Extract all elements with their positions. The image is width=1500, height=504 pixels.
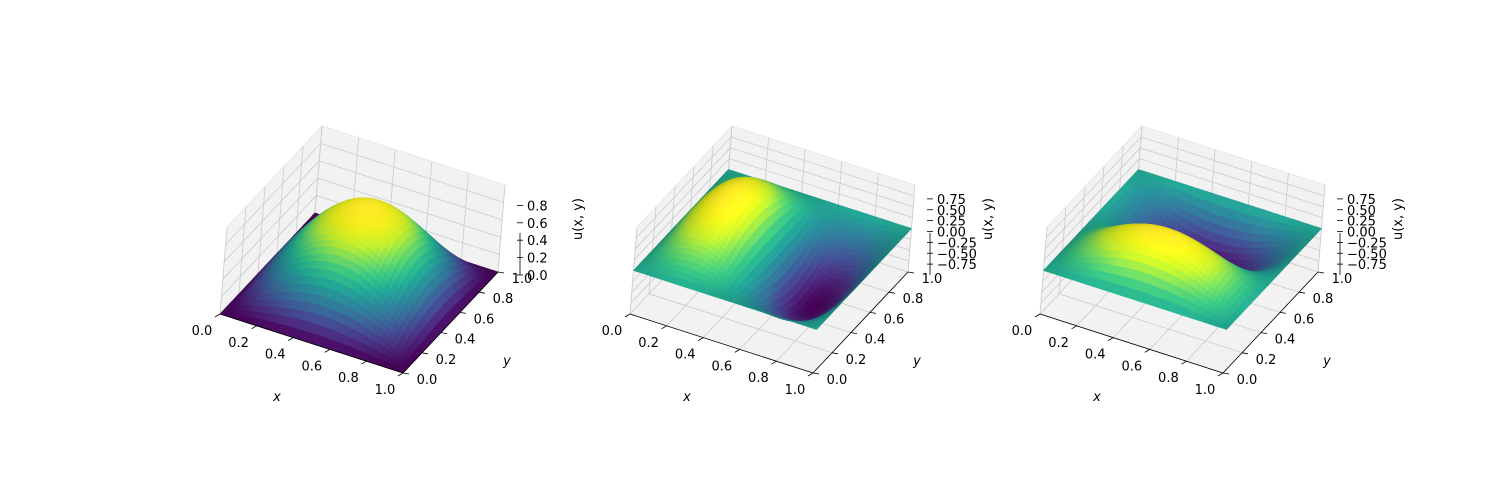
x-tick: [662, 326, 667, 329]
y-tick: [498, 272, 504, 273]
x-tick-label: 1.0: [1195, 383, 1216, 398]
y-tick: [889, 292, 895, 293]
x-tick: [735, 349, 740, 352]
y-tick-label: 1.0: [922, 272, 943, 287]
y-tick: [1261, 333, 1267, 334]
y-tick: [1318, 272, 1324, 273]
x-tick-label: 1.0: [785, 383, 806, 398]
y-tick-label: 0.2: [1256, 353, 1277, 368]
surface-panel-2: 0.00.20.40.60.81.0x0.00.20.40.60.81.0y−0…: [602, 126, 996, 405]
y-axis-label: y: [912, 354, 921, 369]
x-tick: [288, 338, 293, 341]
x-tick: [361, 361, 366, 364]
y-tick-label: 0.8: [903, 292, 924, 307]
x-axis-label: x: [682, 390, 691, 405]
y-tick-label: 0.4: [455, 333, 476, 348]
x-axis-label: x: [272, 390, 281, 405]
y-tick-label: 0.0: [1237, 373, 1258, 388]
z-axis-label: u(x, y): [1391, 198, 1406, 240]
y-tick-label: 0.8: [1313, 292, 1334, 307]
z-tick-label: 0.6: [527, 217, 548, 232]
z-axis-label: u(x, y): [981, 198, 996, 240]
x-tick: [808, 373, 813, 376]
y-axis-label: y: [502, 354, 511, 369]
x-tick-label: 0.6: [1121, 359, 1142, 374]
x-tick-label: 0.0: [602, 324, 623, 339]
y-tick-label: 0.4: [865, 333, 886, 348]
x-tick-label: 0.0: [1012, 324, 1033, 339]
y-tick: [1280, 312, 1286, 313]
x-tick: [771, 361, 776, 364]
y-tick-label: 0.8: [493, 292, 514, 307]
y-tick-label: 0.4: [1275, 333, 1296, 348]
z-tick-label: 0.2: [527, 252, 548, 267]
y-tick-label: 0.2: [846, 353, 867, 368]
y-tick: [832, 353, 838, 354]
x-tick-label: 0.6: [301, 359, 322, 374]
x-tick: [1218, 373, 1223, 376]
y-tick: [441, 333, 447, 334]
y-tick: [908, 272, 914, 273]
y-tick: [870, 312, 876, 313]
x-tick-label: 0.4: [265, 348, 286, 363]
y-tick-label: 0.6: [1294, 312, 1315, 327]
surface-panel-3: 0.00.20.40.60.81.0x0.00.20.40.60.81.0y−0…: [1012, 126, 1406, 405]
x-tick-label: 0.2: [1048, 336, 1069, 351]
y-tick-label: 0.6: [884, 312, 905, 327]
x-tick-label: 0.2: [228, 336, 249, 351]
x-tick: [698, 338, 703, 341]
z-axis-label: u(x, y): [571, 198, 586, 240]
x-tick: [1108, 338, 1113, 341]
x-tick: [1145, 349, 1150, 352]
x-tick: [325, 349, 330, 352]
x-tick: [1072, 326, 1077, 329]
z-tick-label: 0.4: [527, 234, 548, 249]
x-tick-label: 0.8: [338, 371, 359, 386]
x-tick: [215, 314, 220, 317]
x-tick-label: 1.0: [375, 383, 396, 398]
y-tick: [813, 373, 819, 374]
y-tick-label: 0.6: [474, 312, 495, 327]
x-tick-label: 0.8: [748, 371, 769, 386]
x-tick-label: 0.2: [638, 336, 659, 351]
y-tick-label: 0.0: [827, 373, 848, 388]
y-tick: [1299, 292, 1305, 293]
y-tick: [460, 312, 466, 313]
y-tick: [1223, 373, 1229, 374]
y-tick: [403, 373, 409, 374]
y-tick: [422, 353, 428, 354]
z-tick-label: 0.0: [527, 269, 548, 284]
y-tick: [1242, 353, 1248, 354]
y-tick: [851, 333, 857, 334]
y-tick: [479, 292, 485, 293]
x-tick: [1181, 361, 1186, 364]
x-tick-label: 0.4: [675, 348, 696, 363]
x-tick: [398, 373, 403, 376]
y-axis-label: y: [1322, 354, 1331, 369]
surface-panel-1: 0.00.20.40.60.81.0x0.00.20.40.60.81.0y0.…: [192, 126, 586, 405]
x-axis-label: x: [1092, 390, 1101, 405]
x-tick-label: 0.8: [1158, 371, 1179, 386]
x-tick-label: 0.6: [711, 359, 732, 374]
z-tick-label: 0.75: [1347, 193, 1376, 208]
y-tick-label: 0.2: [436, 353, 457, 368]
x-tick: [625, 314, 630, 317]
z-tick-label: 0.8: [527, 199, 548, 214]
x-tick-label: 0.0: [192, 324, 213, 339]
y-tick-label: 1.0: [1332, 272, 1353, 287]
x-tick: [1035, 314, 1040, 317]
y-tick-label: 0.0: [417, 373, 438, 388]
z-tick-label: 0.75: [937, 193, 966, 208]
x-tick-label: 0.4: [1085, 348, 1106, 363]
x-tick: [252, 326, 257, 329]
